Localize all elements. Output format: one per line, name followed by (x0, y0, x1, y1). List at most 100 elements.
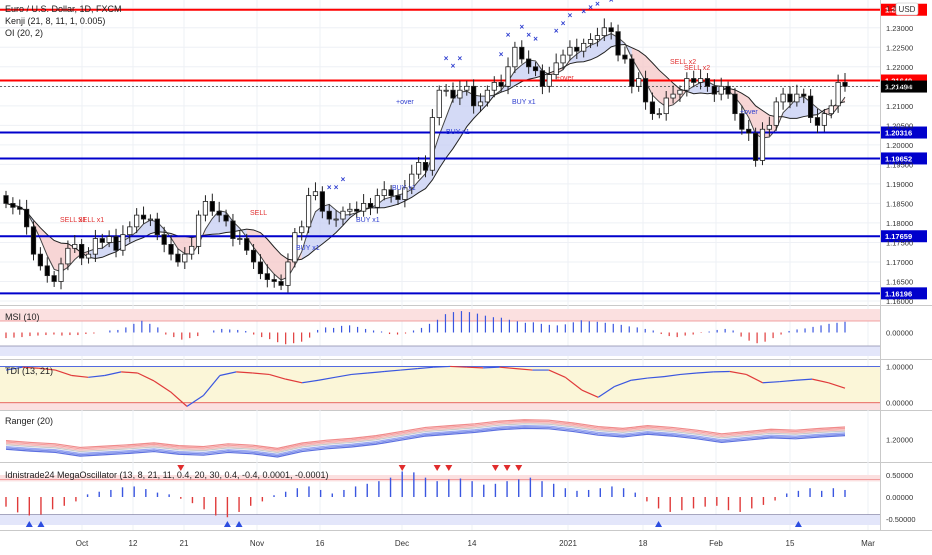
x-tick-label: 16 (316, 539, 325, 548)
candle-up (348, 209, 352, 211)
currency-label: USD (899, 5, 916, 14)
candle-down (726, 86, 730, 94)
candle-down (802, 94, 806, 96)
candle-up (506, 67, 510, 87)
candle-down (520, 47, 524, 59)
cross-marker: × (451, 62, 456, 71)
tdi-neutral-zone (0, 366, 880, 402)
cross-marker: × (499, 50, 504, 59)
y-tick-label: -0.50000 (886, 515, 916, 524)
candle-down (499, 82, 503, 86)
candle-up (822, 114, 826, 126)
msi-oversold-zone (0, 346, 880, 356)
candle-up (66, 248, 70, 264)
candle-down (251, 250, 255, 262)
candle-down (533, 67, 537, 71)
y-tick-label: 1.17500 (886, 238, 913, 247)
candle-up (595, 36, 599, 40)
candle-up (59, 264, 63, 282)
y-tick-label: 1.20000 (886, 141, 913, 150)
candle-up (86, 254, 90, 258)
x-tick-label: 21 (180, 539, 189, 548)
candle-down (451, 90, 455, 98)
candle-down (540, 71, 544, 87)
candle-up (760, 129, 764, 160)
candle-down (231, 221, 235, 239)
candle-up (361, 203, 365, 211)
candle-down (11, 203, 15, 207)
candle-up (121, 235, 125, 251)
x-tick-label: Oct (76, 539, 89, 548)
candle-up (382, 190, 386, 196)
candle-up (128, 227, 132, 235)
candle-up (547, 75, 551, 87)
candle-down (753, 133, 757, 160)
candle-up (286, 262, 290, 285)
cross-marker: × (327, 183, 332, 192)
candle-down (327, 211, 331, 219)
candle-down (79, 244, 83, 258)
y-tick-label: 0.50000 (886, 471, 913, 480)
candle-down (18, 207, 22, 209)
candle-down (788, 94, 792, 102)
candle-up (636, 79, 640, 87)
candle-down (712, 86, 716, 94)
candle-down (31, 227, 35, 254)
tdi-line-segment (450, 366, 466, 367)
sell-signal-label: SELL x1 (78, 217, 104, 224)
candle-down (368, 203, 372, 207)
candle-down (705, 79, 709, 87)
symbol-title: Euro / U.S. Dollar, 1D, FXCM (5, 4, 122, 14)
x-tick-label: 15 (786, 539, 795, 548)
sell-signal-label: +over (556, 75, 574, 82)
cross-marker: × (568, 11, 573, 20)
cross-marker: × (334, 183, 339, 192)
candle-up (678, 90, 682, 94)
ranger-line (6, 421, 845, 450)
buy-signal-label: BUY x1 (296, 245, 320, 252)
tdi-line-segment (483, 367, 499, 368)
candle-up (134, 215, 138, 227)
candle-up (478, 102, 482, 106)
candle-up (664, 98, 668, 114)
candle-down (114, 237, 118, 251)
sell-triangle-marker (504, 465, 511, 471)
candle-up (465, 86, 469, 90)
candle-up (375, 196, 379, 208)
candle-up (238, 239, 242, 240)
candle-down (526, 59, 530, 67)
candle-up (774, 102, 778, 125)
cross-marker: × (581, 7, 586, 16)
ranger-line (6, 422, 845, 451)
candle-down (155, 219, 159, 235)
y-tick-label: 1.23000 (886, 24, 913, 33)
candle-down (210, 201, 214, 211)
candle-down (100, 239, 104, 243)
candle-down (244, 239, 248, 251)
y-tick-label: 1.21500 (886, 82, 913, 91)
y-tick-label: 1.22500 (886, 43, 913, 52)
indicator-panes (0, 309, 880, 527)
candle-up (698, 79, 702, 83)
candle-up (588, 39, 592, 43)
candle-down (471, 86, 475, 106)
buy-signal-label: +over (396, 99, 414, 106)
candle-down (4, 196, 8, 204)
candle-up (657, 114, 661, 115)
candle-down (747, 129, 751, 133)
sell-triangle-marker (515, 465, 522, 471)
bearish-band (632, 48, 687, 107)
candle-down (279, 281, 283, 285)
candle-down (575, 47, 579, 51)
candle-down (733, 94, 737, 114)
cross-marker: × (609, 0, 614, 4)
candle-down (217, 211, 221, 215)
y-tick-label: 1.22000 (886, 63, 913, 72)
candle-down (141, 215, 145, 219)
y-tick-label: 1.18500 (886, 199, 913, 208)
candle-down (45, 266, 49, 276)
candle-down (643, 79, 647, 102)
